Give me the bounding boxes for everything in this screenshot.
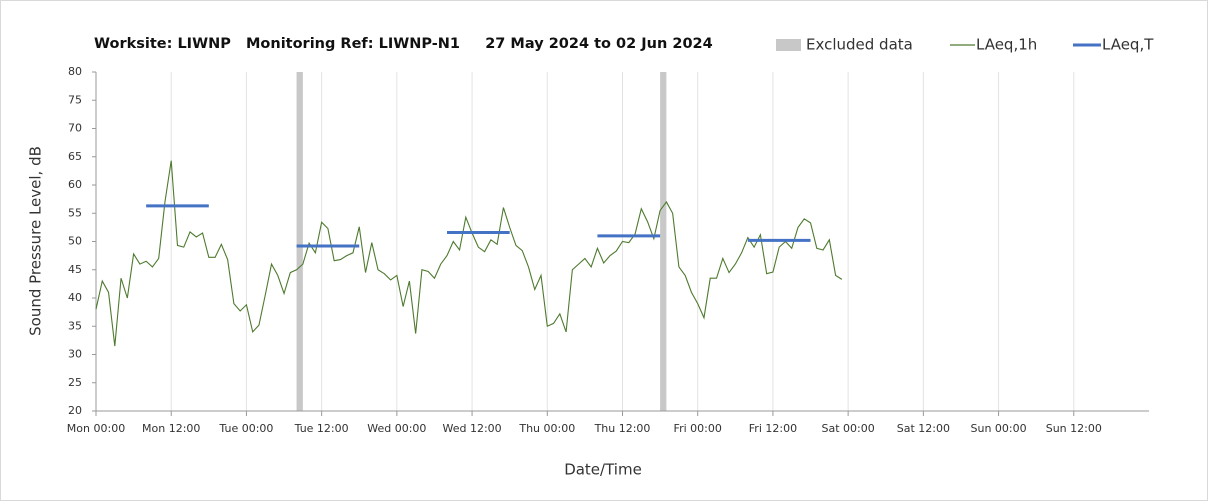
y-tick-label: 35: [68, 319, 82, 332]
excluded-band: [660, 72, 667, 411]
y-tick-label: 70: [68, 122, 82, 135]
x-tick-label: Thu 12:00: [594, 422, 651, 435]
y-tick-label: 20: [68, 404, 82, 417]
y-tick-label: 75: [68, 93, 82, 106]
x-tick-label: Fri 00:00: [674, 422, 722, 435]
y-tick-label: 80: [68, 65, 82, 78]
y-tick-label: 50: [68, 235, 82, 248]
y-tick-label: 40: [68, 291, 82, 304]
y-tick-label: 30: [68, 348, 82, 361]
laeq-1h-line: [95, 160, 843, 347]
x-tick-label: Mon 00:00: [67, 422, 125, 435]
excluded-band: [296, 72, 303, 411]
x-tick-label: Sat 00:00: [822, 422, 875, 435]
x-tick-label: Tue 12:00: [294, 422, 349, 435]
x-tick-label: Sun 00:00: [971, 422, 1027, 435]
legend-label: LAeq,T: [1102, 36, 1154, 54]
y-tick-label: 60: [68, 178, 82, 191]
x-axis-title: Date/Time: [564, 461, 642, 479]
legend-swatch: [776, 39, 801, 51]
x-tick-label: Thu 00:00: [518, 422, 575, 435]
x-tick-label: Fri 12:00: [749, 422, 797, 435]
y-axis-title: Sound Pressure Level, dB: [27, 146, 45, 336]
chart-title: Worksite: LIWNP Monitoring Ref: LIWNP-N1…: [94, 36, 713, 52]
x-tick-label: Sat 12:00: [897, 422, 950, 435]
legend-label: LAeq,1h: [976, 36, 1037, 54]
x-tick-label: Sun 12:00: [1046, 422, 1102, 435]
y-tick-label: 55: [68, 206, 82, 219]
x-tick-label: Wed 00:00: [367, 422, 426, 435]
x-tick-label: Wed 12:00: [442, 422, 501, 435]
y-tick-label: 25: [68, 376, 82, 389]
y-tick-label: 45: [68, 263, 82, 276]
y-tick-label: 65: [68, 150, 82, 163]
legend-label: Excluded data: [806, 36, 913, 54]
x-tick-label: Tue 00:00: [218, 422, 273, 435]
x-tick-label: Mon 12:00: [142, 422, 200, 435]
